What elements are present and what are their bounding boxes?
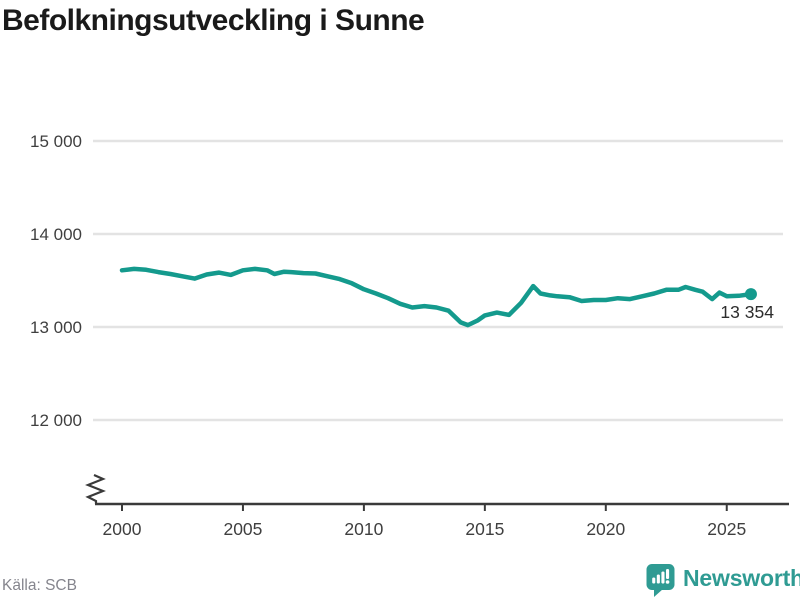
x-tick-label: 2005 — [223, 519, 262, 539]
brand-name: Newsworthy — [683, 565, 800, 591]
source-note: Källa: SCB — [2, 577, 77, 594]
x-tick-label: 2010 — [344, 519, 383, 539]
y-tick-label: 12 000 — [30, 411, 82, 430]
last-point-marker — [744, 288, 757, 301]
x-tick-label: 2015 — [465, 519, 504, 539]
newsworthy-logo-icon — [646, 564, 675, 597]
y-tick-label: 15 000 — [30, 132, 82, 151]
newsworthy-logo[interactable]: Newsworthy — [646, 563, 800, 599]
y-tick-label: 13 000 — [30, 318, 82, 337]
x-tick-label: 2025 — [707, 519, 746, 539]
axis-break-icon — [85, 473, 106, 504]
x-tick-label: 2000 — [103, 519, 142, 539]
x-tick-label: 2020 — [586, 519, 625, 539]
y-tick-label: 14 000 — [30, 225, 82, 244]
chart-title: Befolkningsutveckling i Sunne — [2, 4, 425, 37]
population-line — [119, 266, 754, 328]
last-point-label: 13 354 — [720, 302, 774, 322]
